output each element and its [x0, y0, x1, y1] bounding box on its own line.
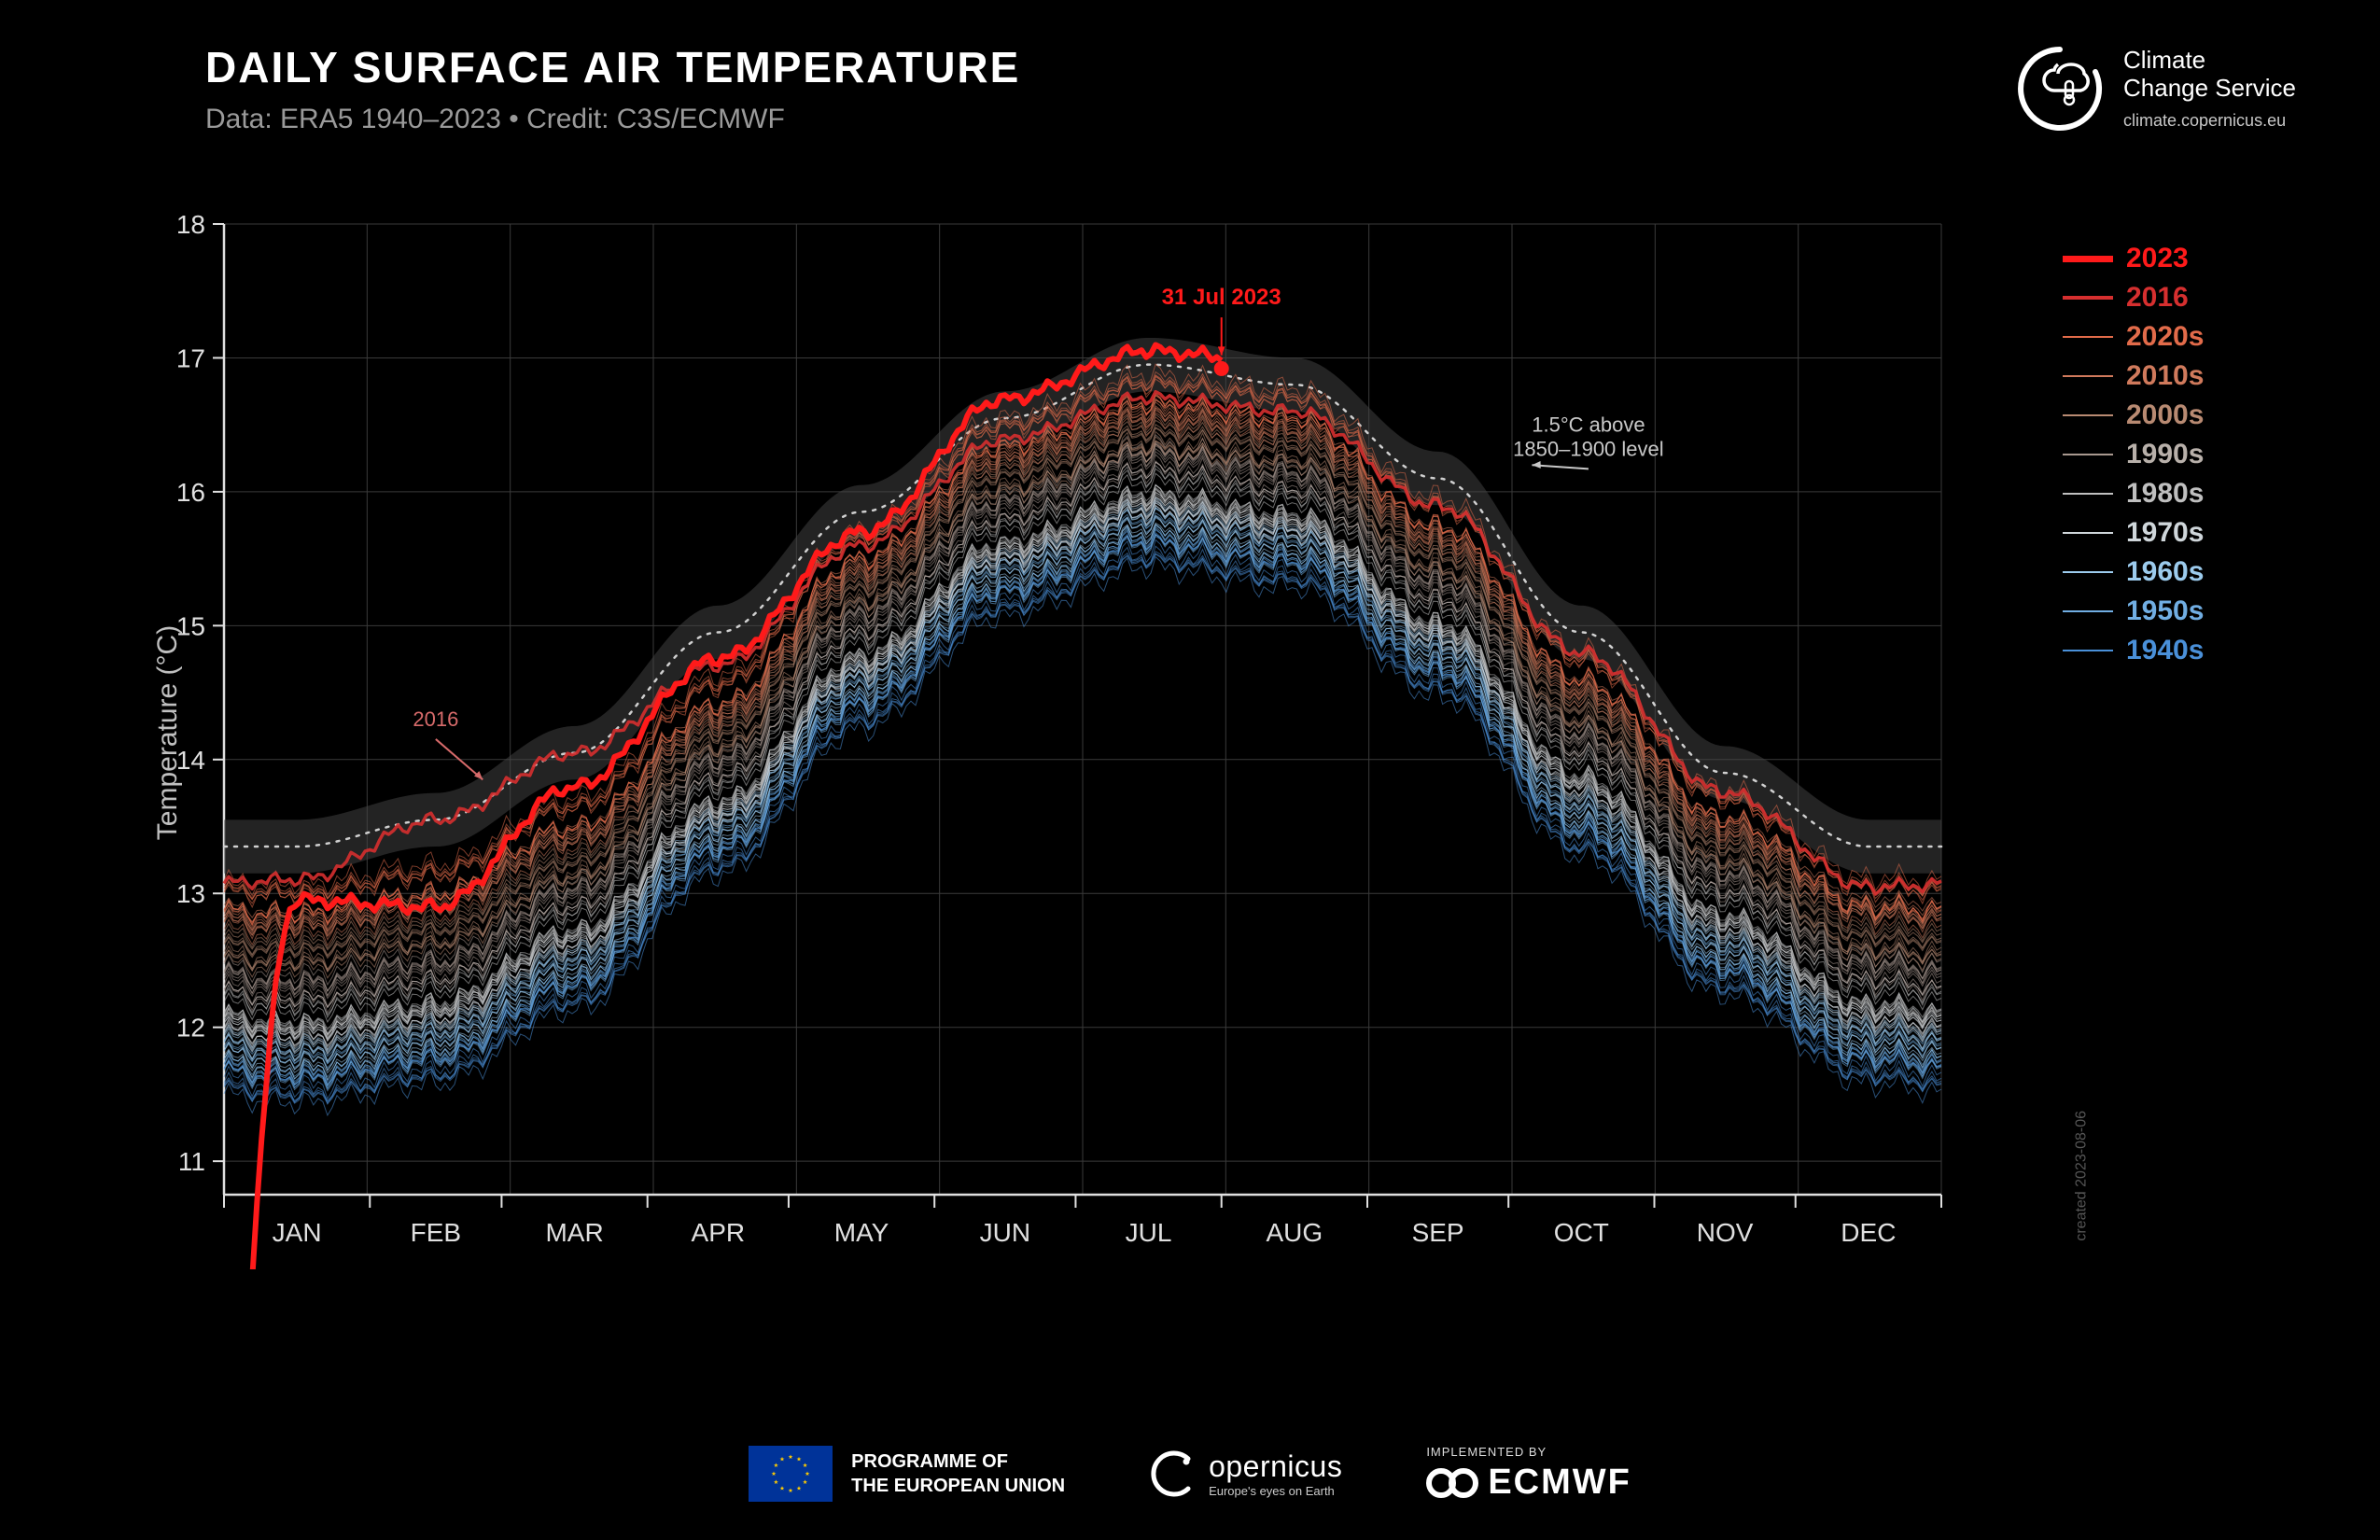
- legend-item-1950s: 1950s: [2063, 595, 2296, 627]
- legend-item-2010s: 2010s: [2063, 360, 2296, 392]
- legend-label: 2000s: [2126, 399, 2204, 431]
- ecmwf-implemented-by: IMPLEMENTED BY: [1426, 1445, 1547, 1459]
- legend-label: 1960s: [2126, 556, 2204, 588]
- legend-item-2000s: 2000s: [2063, 399, 2296, 431]
- copernicus-text: opernicus Europe's eyes on Earth: [1209, 1449, 1342, 1498]
- svg-text:NOV: NOV: [1697, 1218, 1754, 1247]
- legend-item-2016: 2016: [2063, 282, 2296, 314]
- logo-url: climate.copernicus.eu: [2123, 111, 2296, 131]
- svg-text:JUN: JUN: [980, 1218, 1030, 1247]
- legend-swatch: [2063, 650, 2113, 651]
- temperature-line-chart: 1112131415161718JANFEBMARAPRMAYJUNJULAUG…: [112, 196, 2035, 1269]
- c3s-logo-text: Climate Change Service climate.copernicu…: [2123, 47, 2296, 132]
- copernicus-tagline: Europe's eyes on Earth: [1209, 1484, 1342, 1498]
- eu-flag-icon: [749, 1446, 833, 1502]
- y-axis-label: Temperature (°C): [152, 625, 184, 840]
- legend-swatch: [2063, 454, 2113, 455]
- legend: 2023 2016 2020s 2010s 2000s 1990s 1980s 1970s 19…: [2063, 243, 2296, 674]
- svg-text:JUL: JUL: [1126, 1218, 1172, 1247]
- svg-text:31 Jul 2023: 31 Jul 2023: [1162, 285, 1281, 310]
- svg-text:FEB: FEB: [411, 1218, 461, 1247]
- copernicus-logo: opernicus Europe's eyes on Earth: [1149, 1449, 1342, 1498]
- svg-text:13: 13: [176, 879, 205, 908]
- legend-swatch: [2063, 375, 2113, 377]
- legend-swatch: [2063, 532, 2113, 534]
- svg-text:12: 12: [176, 1014, 205, 1043]
- svg-text:OCT: OCT: [1554, 1218, 1609, 1247]
- legend-item-1970s: 1970s: [2063, 517, 2296, 549]
- svg-text:1.5°C above: 1.5°C above: [1532, 413, 1645, 436]
- page-title: DAILY SURFACE AIR TEMPERATURE: [205, 42, 1020, 92]
- svg-text:16: 16: [176, 478, 205, 507]
- legend-label: 2020s: [2126, 321, 2204, 353]
- logo-line-1a: Climate: [2123, 47, 2296, 75]
- legend-swatch: [2063, 493, 2113, 495]
- legend-item-1960s: 1960s: [2063, 556, 2296, 588]
- legend-item-1990s: 1990s: [2063, 439, 2296, 470]
- c3s-logo-icon: [2013, 42, 2107, 135]
- svg-text:17: 17: [176, 343, 205, 372]
- svg-text:SEP: SEP: [1412, 1218, 1464, 1247]
- eu-programme-badge: PROGRAMME OF THE EUROPEAN UNION: [749, 1446, 1065, 1502]
- legend-label: 1950s: [2126, 595, 2204, 627]
- svg-text:2016: 2016: [413, 707, 458, 731]
- legend-label: 1980s: [2126, 478, 2204, 510]
- legend-label: 2023: [2126, 243, 2189, 274]
- legend-label: 2016: [2126, 282, 2189, 314]
- svg-text:AUG: AUG: [1267, 1218, 1323, 1247]
- title-block: DAILY SURFACE AIR TEMPERATURE Data: ERA5…: [205, 42, 1020, 135]
- svg-text:18: 18: [176, 210, 205, 239]
- legend-item-2023: 2023: [2063, 243, 2296, 274]
- legend-swatch: [2063, 256, 2113, 262]
- svg-text:MAR: MAR: [545, 1218, 603, 1247]
- legend-label: 2010s: [2126, 360, 2204, 392]
- footer-bar: PROGRAMME OF THE EUROPEAN UNION opernicu…: [0, 1445, 2380, 1503]
- svg-text:MAY: MAY: [834, 1218, 889, 1247]
- legend-swatch: [2063, 296, 2113, 300]
- legend-label: 1940s: [2126, 635, 2204, 666]
- svg-text:APR: APR: [692, 1218, 746, 1247]
- page-subtitle: Data: ERA5 1940–2023 • Credit: C3S/ECMWF: [205, 104, 1020, 135]
- svg-text:1850–1900 level: 1850–1900 level: [1513, 437, 1663, 460]
- legend-item-1940s: 1940s: [2063, 635, 2296, 666]
- ecmwf-logo: IMPLEMENTED BY ECMWF: [1426, 1445, 1631, 1503]
- chart-container: Temperature (°C) 1112131415161718JANFEBM…: [112, 196, 2035, 1269]
- header-bar: DAILY SURFACE AIR TEMPERATURE Data: ERA5…: [205, 42, 2296, 135]
- ecmwf-big-text: ECMWF: [1488, 1463, 1631, 1503]
- ecmwf-name: ECMWF: [1426, 1463, 1631, 1503]
- ecmwf-rings-icon: [1426, 1466, 1478, 1500]
- legend-label: 1990s: [2126, 439, 2204, 470]
- logo-line-1b: Change Service: [2123, 75, 2296, 103]
- svg-text:JAN: JAN: [273, 1218, 322, 1247]
- legend-swatch: [2063, 610, 2113, 612]
- eu-text-1: PROGRAMME OF: [851, 1449, 1065, 1474]
- c3s-logo: Climate Change Service climate.copernicu…: [2013, 42, 2296, 135]
- eu-text: PROGRAMME OF THE EUROPEAN UNION: [851, 1449, 1065, 1498]
- legend-swatch: [2063, 414, 2113, 416]
- legend-label: 1970s: [2126, 517, 2204, 549]
- legend-item-2020s: 2020s: [2063, 321, 2296, 353]
- svg-text:DEC: DEC: [1841, 1218, 1896, 1247]
- copernicus-c-icon: [1149, 1449, 1197, 1498]
- eu-text-2: THE EUROPEAN UNION: [851, 1474, 1065, 1498]
- created-stamp: created 2023-08-06: [2074, 1111, 2091, 1241]
- legend-item-1980s: 1980s: [2063, 478, 2296, 510]
- svg-text:11: 11: [178, 1147, 205, 1176]
- legend-swatch: [2063, 571, 2113, 573]
- legend-swatch: [2063, 336, 2113, 338]
- copernicus-name: opernicus: [1209, 1449, 1342, 1484]
